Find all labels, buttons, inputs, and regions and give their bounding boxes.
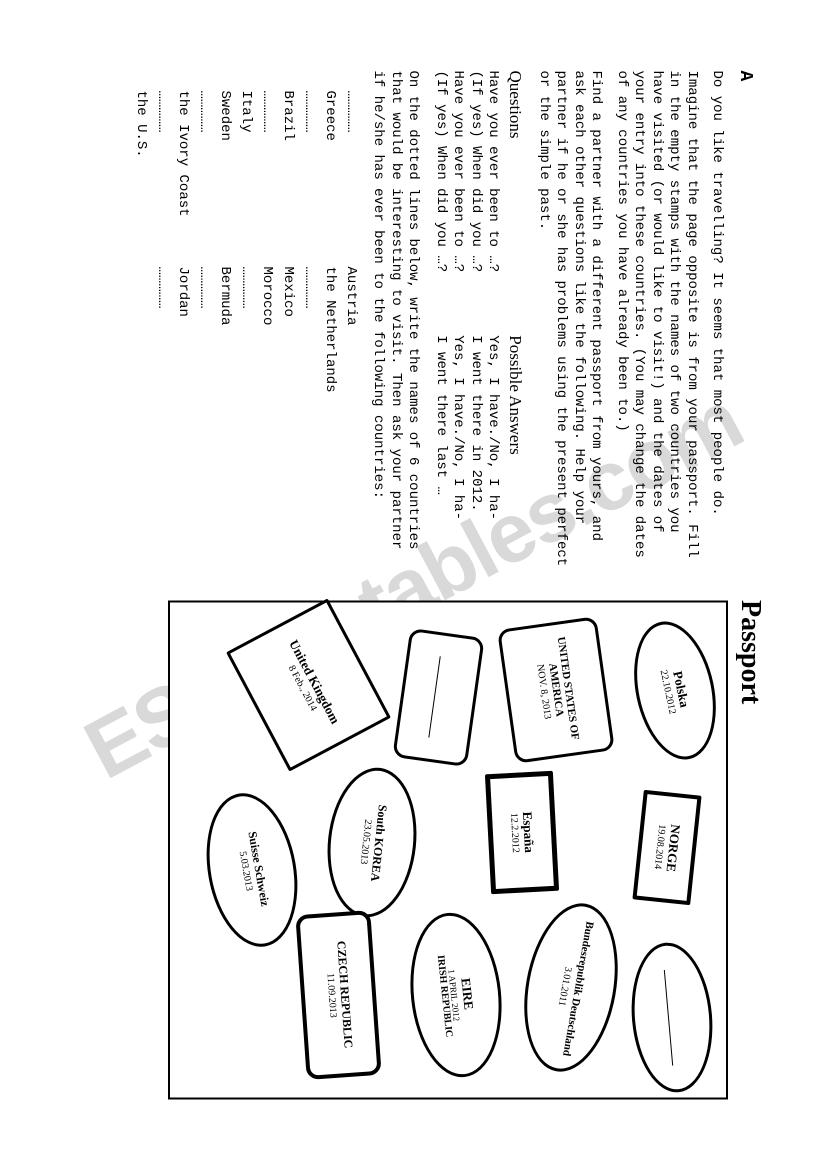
questions-heading: Questions bbox=[505, 70, 526, 305]
a-line: Yes, I have./No, I ha- bbox=[449, 335, 467, 570]
passport-column: Passport Polska 22.10.2012 NORGE 19.08.2… bbox=[40, 590, 786, 1130]
rotated-layout: A Do you like travelling? It seems that … bbox=[40, 40, 786, 1129]
stamp-polska: Polska 22.10.2012 bbox=[622, 613, 727, 766]
country-item: Bermuda bbox=[214, 266, 235, 392]
page: ESLprintables.com A Do you like travelli… bbox=[0, 0, 826, 1169]
stamp-name: EIRE bbox=[458, 976, 475, 1009]
answers-column: Possible Answers Yes, I have./No, I ha- … bbox=[431, 335, 526, 570]
section-label: A bbox=[734, 70, 757, 570]
a-line: Yes, I have./No, I ha- bbox=[484, 335, 502, 570]
countries-list: …………… Greece …………… Brazil …………… Italy Sw… bbox=[130, 90, 361, 570]
stamp-name: CZECH REPUBLIC bbox=[335, 939, 355, 1047]
country-item: …………… bbox=[298, 90, 319, 216]
stamp-uk: United Kingdom 8 Feb., 2014 bbox=[226, 597, 391, 770]
stamp-suisse: Suisse Schweiz 5.03.2013 bbox=[195, 785, 309, 953]
countries-col-1: …………… Greece …………… Brazil …………… Italy Sw… bbox=[130, 90, 361, 216]
stamp-czech: CZECH REPUBLIC 11.09.2013 bbox=[295, 909, 381, 1079]
country-item: Greece bbox=[319, 90, 340, 216]
country-item: Morocco bbox=[256, 266, 277, 392]
country-item: …………… bbox=[193, 90, 214, 216]
q-line: Have you ever been to …? bbox=[449, 70, 467, 305]
stamp-norge: NORGE 19.08.2014 bbox=[632, 789, 701, 904]
country-item: Sweden bbox=[214, 90, 235, 216]
instructions-column: A Do you like travelling? It seems that … bbox=[40, 40, 786, 590]
stamp-eire: EIRE 1 APRIL 2012 IRISH REPUBLIC bbox=[403, 907, 510, 1081]
paragraph-2: Find a partner with a different passport… bbox=[535, 70, 605, 570]
a-line: I went there last … bbox=[431, 335, 449, 570]
answers-heading: Possible Answers bbox=[505, 335, 526, 570]
q-line: (If yes) When did you …? bbox=[466, 70, 484, 305]
country-item: the Ivory Coast bbox=[172, 90, 193, 216]
country-item: …………… bbox=[151, 266, 172, 392]
stamp-usa: UNITED STATES OF AMERICA NOV. 8, 2013 bbox=[497, 615, 615, 763]
country-item: Mexico bbox=[277, 266, 298, 392]
blank-line[interactable] bbox=[429, 656, 448, 738]
stamp-blank-1 bbox=[626, 938, 719, 1094]
stamp-korea: South KOREA 23.05.2013 bbox=[320, 762, 423, 920]
q-line: (If yes) When did you …? bbox=[431, 70, 449, 305]
stamp-name: España bbox=[520, 810, 536, 852]
country-item: Jordan bbox=[172, 266, 193, 392]
country-item: the U.S. bbox=[130, 90, 151, 216]
qa-block: Questions Have you ever been to …? (If y… bbox=[431, 70, 526, 570]
a-line: I went there in 2012. bbox=[466, 335, 484, 570]
countries-col-2: Austria the Netherlands …………… Mexico Mor… bbox=[130, 266, 361, 392]
country-item: Italy bbox=[235, 90, 256, 216]
intro-text: Do you like travelling? It seems that mo… bbox=[708, 70, 726, 570]
country-item: the Netherlands bbox=[319, 266, 340, 392]
stamp-name: South KOREA bbox=[368, 803, 389, 881]
paragraph-1: Imagine that the page opposite is from y… bbox=[613, 70, 701, 570]
country-item: …………… bbox=[298, 266, 319, 392]
stamp-blank-2 bbox=[392, 627, 484, 766]
blank-line[interactable] bbox=[664, 969, 680, 1065]
passport-title: Passport bbox=[734, 600, 766, 1100]
country-item: …………… bbox=[193, 266, 214, 392]
country-item: …………… bbox=[235, 266, 256, 392]
country-item: Austria bbox=[340, 266, 361, 392]
country-item: …………… bbox=[256, 90, 277, 216]
country-item: …………… bbox=[340, 90, 361, 216]
q-line: Have you ever been to …? bbox=[484, 70, 502, 305]
stamp-deutschland: Bundesrepublik Deutschland 3.01.2011 bbox=[512, 895, 630, 1078]
country-item: Brazil bbox=[277, 90, 298, 216]
passport-box: Polska 22.10.2012 NORGE 19.08.2014 Bunde… bbox=[168, 600, 728, 1100]
stamp-date: 12.2.2012 bbox=[508, 812, 521, 852]
stamp-espana: España 12.2.2012 bbox=[485, 770, 559, 893]
country-item: …………… bbox=[151, 90, 172, 216]
questions-column: Questions Have you ever been to …? (If y… bbox=[431, 70, 526, 305]
paragraph-3: On the dotted lines below, write the nam… bbox=[369, 70, 422, 570]
